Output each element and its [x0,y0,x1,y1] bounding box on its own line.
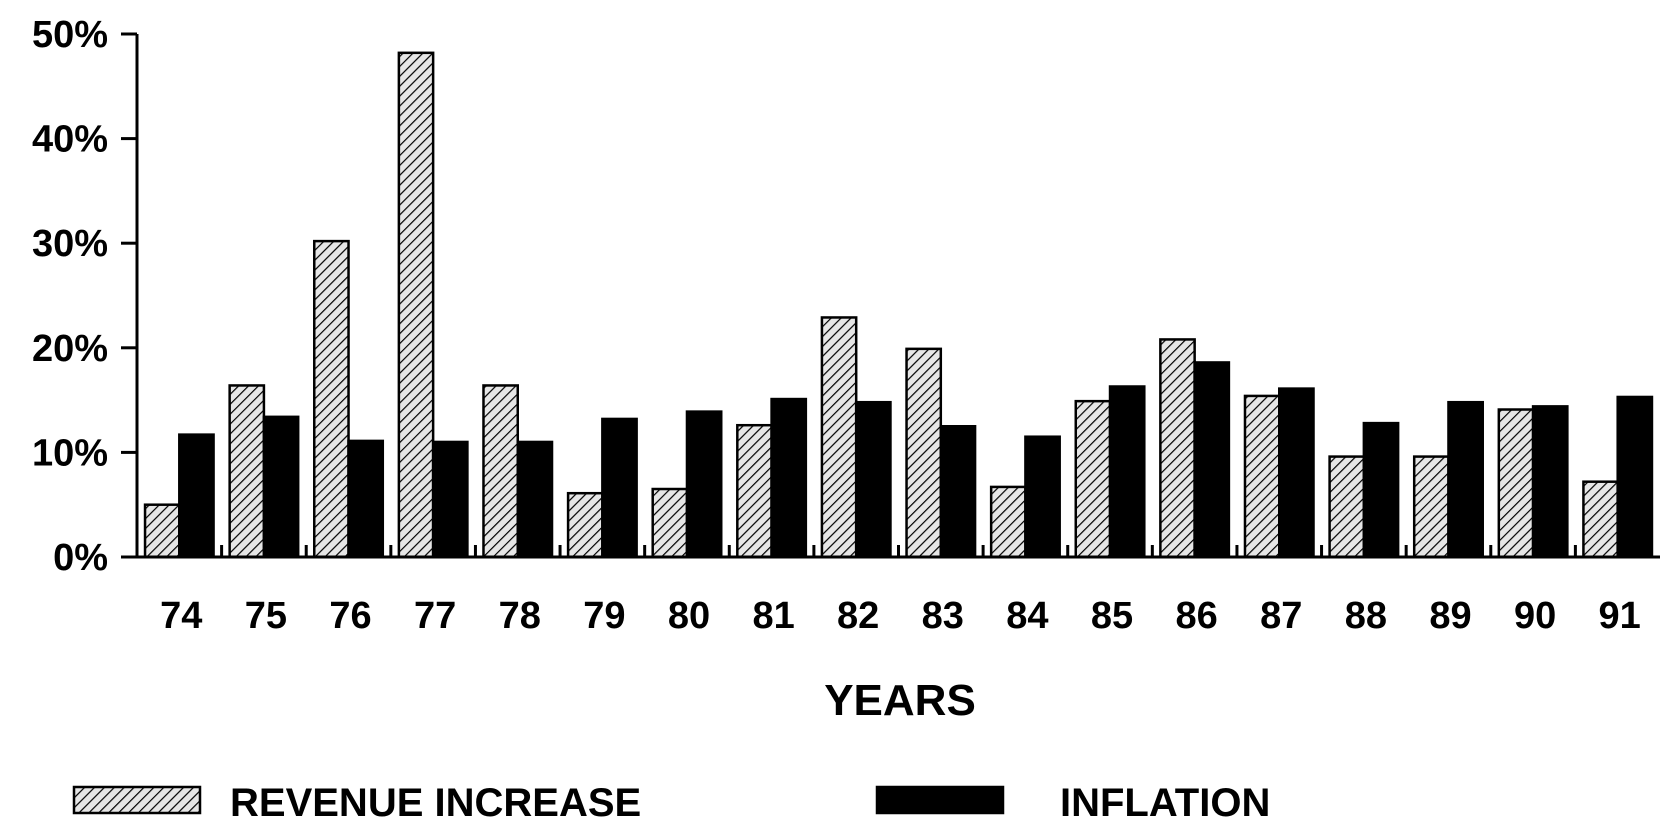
bar-inflation [939,425,977,559]
bar-inflation [178,433,215,559]
legend-swatch-inflation [875,785,1005,815]
bars [143,51,1654,559]
x-tick-label: 79 [583,595,625,637]
x-tick-label: 90 [1514,595,1556,637]
bar-revenue-increase [143,503,181,559]
bar-inflation [1278,387,1315,559]
bar-inflation [1024,435,1061,559]
bar-revenue-increase [1497,408,1535,559]
bar-revenue-increase [313,239,350,559]
x-tick-label: 91 [1599,595,1641,637]
bar-revenue-increase [566,491,604,559]
bar-inflation [516,440,554,559]
bar-revenue-increase [905,347,943,559]
x-tick-label: 89 [1429,595,1471,637]
bar-revenue-increase [736,423,773,559]
legend-label-revenue-increase: REVENUE INCREASE [230,781,641,825]
bar-revenue-increase [1412,455,1450,559]
bar-inflation [854,400,892,559]
bar-inflation [1447,400,1484,559]
x-tick-label: 78 [499,595,541,637]
bar-inflation [1108,385,1146,559]
y-axis: 0% 10% 20% 30% 40% 50% [32,14,139,579]
x-tick-label: 77 [414,595,456,637]
x-axis-title: YEARS [824,676,976,725]
x-tick-label: 84 [1006,595,1048,637]
bar-revenue-increase [1074,399,1112,559]
bar-inflation [262,415,300,559]
bar-revenue-increase [1159,338,1196,559]
x-tick-label: 85 [1091,595,1133,637]
legend: REVENUE INCREASE INFLATION [72,781,1270,825]
x-tick-label: 87 [1260,595,1302,637]
x-tick-label: 81 [752,595,794,637]
bar-revenue-increase [397,51,435,559]
legend-label-inflation: INFLATION [1060,781,1270,825]
bar-revenue-increase [1243,394,1281,559]
x-tick-label: 80 [668,595,710,637]
bar-inflation [347,439,385,559]
y-tick-label: 10% [32,432,108,474]
bar-inflation [1193,361,1231,559]
bar-inflation [431,440,469,559]
x-tick-label: 76 [329,595,371,637]
bar-inflation [1531,405,1569,559]
x-axis: 74 75 76 77 78 79 80 81 82 83 84 85 86 87 88 89 90 91 [137,545,1660,637]
x-tick-label: 88 [1345,595,1387,637]
bar-inflation [685,410,723,559]
bar-revenue-increase [820,316,858,559]
bar-revenue-increase [1328,455,1366,559]
bar-revenue-increase [989,485,1027,559]
bar-revenue-increase [482,384,520,559]
x-tick-label: 82 [837,595,879,637]
y-tick-label: 20% [32,328,108,370]
bar-inflation [770,397,808,559]
legend-swatch-revenue-increase [72,785,202,815]
y-tick-label: 40% [32,119,108,161]
bar-revenue-increase [1582,480,1619,559]
bar-inflation [1362,421,1400,559]
x-tick-label: 83 [922,595,964,637]
y-tick-label: 0% [53,537,108,579]
bar-inflation [1616,395,1654,559]
x-tick-label: 74 [160,595,202,637]
bar-revenue-increase [228,384,266,559]
y-tick-label: 50% [32,14,108,56]
x-tick-label: 75 [245,595,287,637]
bar-inflation [601,417,638,559]
bar-revenue-increase [651,487,689,559]
y-tick-label: 30% [32,223,108,265]
x-tick-label: 86 [1175,595,1217,637]
